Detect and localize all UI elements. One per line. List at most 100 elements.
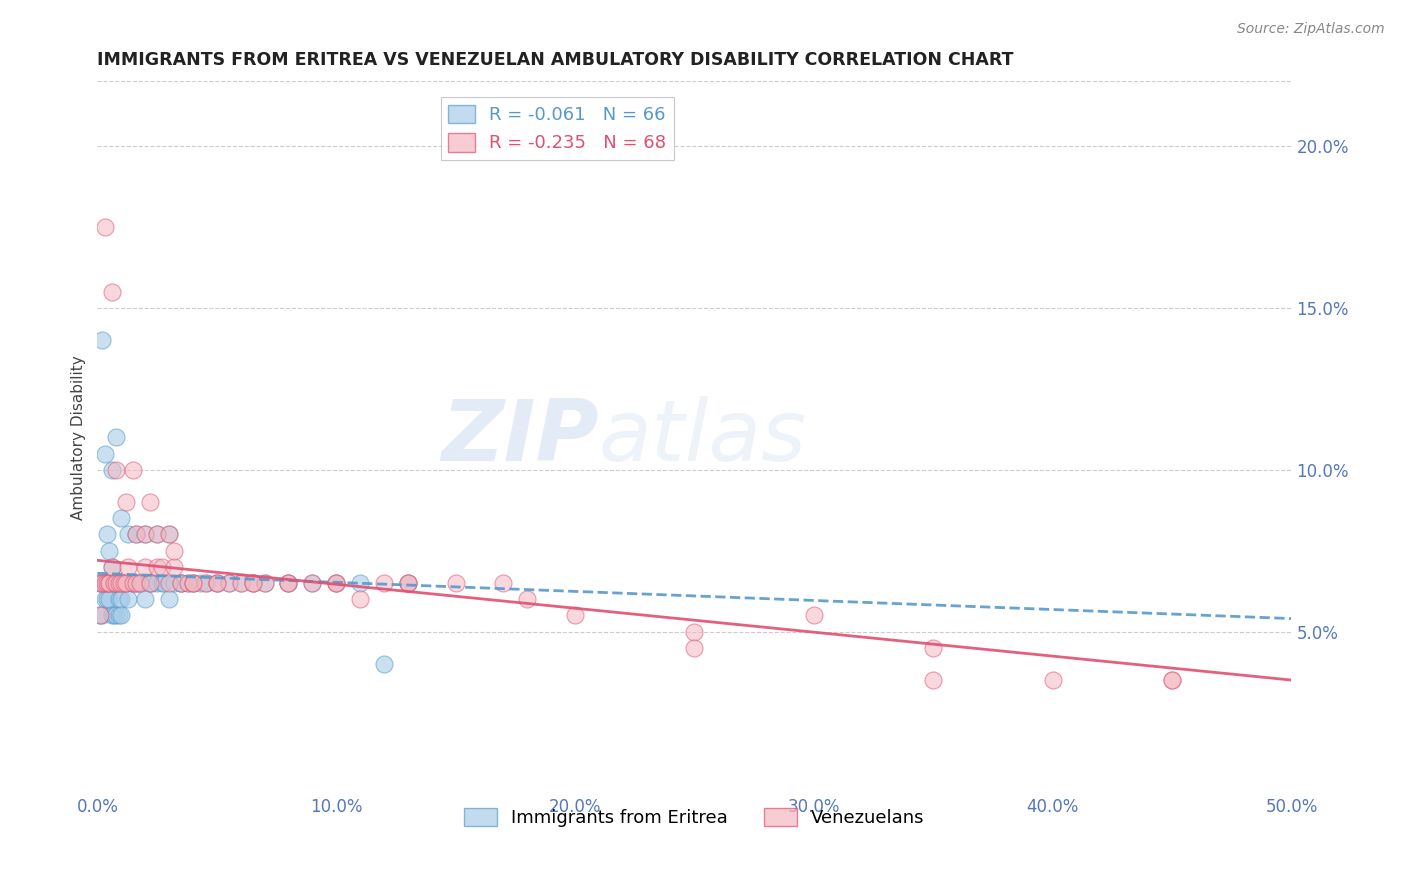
Point	[516, 592, 538, 607]
Text: Source: ZipAtlas.com: Source: ZipAtlas.com	[1237, 22, 1385, 37]
Point	[277, 576, 299, 591]
Y-axis label: Ambulatory Disability: Ambulatory Disability	[72, 355, 86, 520]
Point	[150, 576, 173, 591]
Point	[117, 592, 139, 607]
Point	[205, 576, 228, 591]
Legend: Immigrants from Eritrea, Venezuelans: Immigrants from Eritrea, Venezuelans	[457, 800, 932, 834]
Point	[170, 576, 193, 591]
Point	[396, 576, 419, 591]
Point	[129, 576, 152, 591]
Point	[93, 446, 115, 460]
Point	[91, 608, 114, 623]
Point	[91, 576, 114, 591]
Point	[163, 576, 186, 591]
Point	[683, 624, 706, 639]
Point	[105, 430, 128, 444]
Point	[195, 576, 218, 591]
Point	[100, 285, 122, 299]
Point	[103, 608, 125, 623]
Point	[93, 576, 115, 591]
Point	[117, 576, 139, 591]
Point	[98, 576, 121, 591]
Point	[803, 608, 825, 623]
Point	[98, 576, 121, 591]
Point	[134, 527, 156, 541]
Point	[325, 576, 347, 591]
Point	[89, 608, 111, 623]
Point	[91, 576, 114, 591]
Point	[105, 576, 128, 591]
Point	[253, 576, 276, 591]
Point	[683, 640, 706, 655]
Point	[170, 576, 193, 591]
Point	[117, 527, 139, 541]
Point	[124, 576, 146, 591]
Point	[108, 608, 131, 623]
Point	[112, 576, 135, 591]
Point	[103, 576, 125, 591]
Point	[105, 576, 128, 591]
Text: atlas: atlas	[599, 396, 807, 479]
Point	[325, 576, 347, 591]
Point	[103, 576, 125, 591]
Point	[218, 576, 240, 591]
Point	[122, 576, 145, 591]
Point	[396, 576, 419, 591]
Point	[177, 576, 200, 591]
Point	[157, 527, 180, 541]
Point	[96, 576, 118, 591]
Point	[1161, 673, 1184, 687]
Point	[115, 495, 138, 509]
Point	[444, 576, 467, 591]
Point	[277, 576, 299, 591]
Point	[229, 576, 252, 591]
Point	[218, 576, 240, 591]
Point	[96, 576, 118, 591]
Point	[98, 576, 121, 591]
Point	[110, 592, 132, 607]
Point	[108, 592, 131, 607]
Point	[98, 592, 121, 607]
Point	[112, 576, 135, 591]
Point	[139, 576, 162, 591]
Point	[373, 576, 395, 591]
Point	[93, 219, 115, 234]
Point	[134, 592, 156, 607]
Text: ZIP: ZIP	[441, 396, 599, 479]
Point	[115, 576, 138, 591]
Point	[89, 576, 111, 591]
Point	[110, 511, 132, 525]
Point	[157, 527, 180, 541]
Point	[122, 576, 145, 591]
Point	[170, 576, 193, 591]
Text: IMMIGRANTS FROM ERITREA VS VENEZUELAN AMBULATORY DISABILITY CORRELATION CHART: IMMIGRANTS FROM ERITREA VS VENEZUELAN AM…	[97, 51, 1014, 69]
Point	[115, 576, 138, 591]
Point	[129, 576, 152, 591]
Point	[146, 559, 169, 574]
Point	[139, 495, 162, 509]
Point	[325, 576, 347, 591]
Point	[108, 576, 131, 591]
Point	[177, 576, 200, 591]
Point	[108, 576, 131, 591]
Point	[100, 559, 122, 574]
Point	[373, 657, 395, 671]
Point	[277, 576, 299, 591]
Point	[100, 608, 122, 623]
Point	[181, 576, 204, 591]
Point	[242, 576, 264, 591]
Point	[110, 608, 132, 623]
Point	[122, 463, 145, 477]
Point	[105, 463, 128, 477]
Point	[1042, 673, 1064, 687]
Point	[100, 463, 122, 477]
Point	[349, 592, 371, 607]
Point	[301, 576, 323, 591]
Point	[89, 608, 111, 623]
Point	[181, 576, 204, 591]
Point	[89, 576, 111, 591]
Point	[1161, 673, 1184, 687]
Point	[349, 576, 371, 591]
Point	[205, 576, 228, 591]
Point	[922, 640, 945, 655]
